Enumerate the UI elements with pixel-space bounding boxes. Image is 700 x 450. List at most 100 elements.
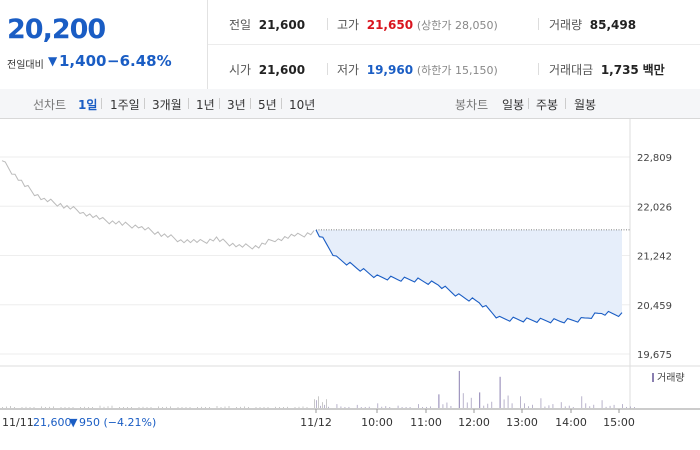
volume-label: 거래량	[549, 18, 583, 32]
volume-bar	[127, 407, 128, 408]
tab-weekly-candle[interactable]: 주봉	[536, 98, 559, 112]
x-tick-label: 11/12	[300, 416, 332, 429]
volume-bar	[255, 407, 257, 408]
volume-bar	[568, 405, 570, 408]
volume-bar	[320, 405, 321, 408]
x-tick-label: 14:00	[555, 416, 587, 429]
volume-bar	[360, 407, 362, 408]
tab-3month[interactable]: 3개월	[152, 98, 182, 112]
volume-bar	[499, 376, 501, 408]
volume-bar	[2, 407, 3, 408]
volume-bar	[29, 407, 31, 408]
tab-1week[interactable]: 1주일	[110, 98, 140, 112]
volume-bar	[585, 403, 587, 408]
x-tick-label: 10:00	[361, 416, 393, 429]
volume-bar	[593, 404, 595, 408]
volume-bar	[45, 407, 46, 408]
volume-bar	[287, 406, 288, 408]
y-tick-label: 22,026	[637, 202, 672, 213]
prev-day-change-arrow: ▼	[69, 416, 78, 429]
volume-bar	[150, 407, 152, 408]
volume-bar	[511, 403, 513, 408]
volume-bar	[389, 407, 391, 408]
volume-bar	[348, 406, 350, 408]
volume-bar	[68, 407, 70, 408]
volume-bar	[450, 405, 452, 408]
volume-bar	[503, 399, 505, 408]
volume-bar	[14, 407, 15, 408]
today-fill-area	[316, 229, 631, 323]
volume-bar	[10, 406, 11, 408]
volume-bar	[540, 398, 542, 408]
tab-daily-candle[interactable]: 일봉	[502, 98, 525, 112]
tab-monthly-candle[interactable]: 월봉	[574, 98, 597, 112]
high-value: 21,650	[366, 18, 414, 32]
volume-stat: 거래량 85,498	[549, 16, 636, 33]
volume-bar	[259, 407, 261, 408]
x-tick-label: 13:00	[506, 416, 538, 429]
volume-bar	[356, 404, 358, 408]
volume-bar	[324, 404, 325, 408]
price-summary: 20,200 전일대비 ▼ 1,400 −6.48%	[0, 0, 208, 89]
volume-bar	[170, 406, 171, 408]
volume-bar	[279, 407, 280, 408]
chart-grid	[0, 119, 700, 409]
volume-bar	[64, 407, 66, 408]
volume-bar	[548, 405, 550, 408]
volume-bar	[189, 407, 191, 408]
volume-bar	[185, 407, 187, 408]
volume-bar	[21, 407, 23, 408]
volume-bar	[99, 405, 101, 408]
volume-bar	[283, 407, 284, 408]
prev-day-line	[1, 160, 315, 250]
y-tick-label: 19,675	[637, 350, 672, 361]
change-label: 전일대비	[7, 60, 44, 71]
volume-bar	[446, 402, 448, 408]
volume-bar	[33, 407, 35, 408]
x-tick-label: 12:00	[458, 416, 490, 429]
volume-bar	[123, 407, 124, 408]
volume-bar	[88, 407, 89, 408]
volume-value: 85,498	[589, 18, 637, 32]
tab-3year[interactable]: 3년	[227, 98, 246, 112]
volume-bar	[336, 404, 338, 408]
volume-bar	[119, 407, 120, 408]
line-chart-label: 선차트	[33, 98, 67, 112]
volume-bar	[181, 407, 183, 408]
volume-bar	[520, 396, 521, 408]
volume-bar	[294, 407, 296, 408]
high-stat: 고가 21,650 (상한가 28,050)	[337, 16, 498, 33]
volume-bar	[560, 402, 562, 408]
tab-5year[interactable]: 5년	[258, 98, 277, 112]
volume-bar	[466, 402, 468, 408]
open-value: 21,600	[258, 63, 306, 77]
volume-bar	[426, 406, 427, 408]
volume-bar	[177, 407, 179, 408]
tab-1day[interactable]: 1일	[78, 98, 98, 112]
volume-bar	[422, 407, 423, 408]
volume-bar	[344, 407, 346, 408]
volume-bar	[405, 407, 407, 408]
volume-bar	[244, 406, 245, 408]
volume-bar	[368, 406, 370, 408]
volume-bar	[314, 399, 315, 408]
volume-legend: 거래량	[657, 372, 685, 384]
volume-bar	[552, 404, 554, 408]
y-tick-label: 20,459	[637, 301, 672, 312]
volume-bar	[589, 406, 591, 408]
tab-1year[interactable]: 1년	[196, 98, 215, 112]
volume-bar	[146, 407, 148, 408]
low-label: 저가	[337, 63, 360, 77]
y-axis-labels: 22,809 22,026 21,242 20,459 19,675	[637, 153, 672, 361]
tab-10year[interactable]: 10년	[289, 98, 316, 112]
volume-bar	[248, 407, 249, 408]
volume-bar	[487, 403, 489, 408]
volume-bar	[60, 407, 62, 408]
volume-bar	[84, 406, 85, 408]
volume-bar	[572, 407, 574, 408]
volume-bar	[479, 392, 481, 408]
volume-bar	[462, 393, 464, 408]
volume-bar	[209, 407, 210, 408]
chart-tabs: 선차트 1일 1주일 3개월 1년 3년 5년 10년 봉차트 일봉 주봉 월봉	[0, 89, 700, 119]
volume-bar	[275, 406, 276, 408]
